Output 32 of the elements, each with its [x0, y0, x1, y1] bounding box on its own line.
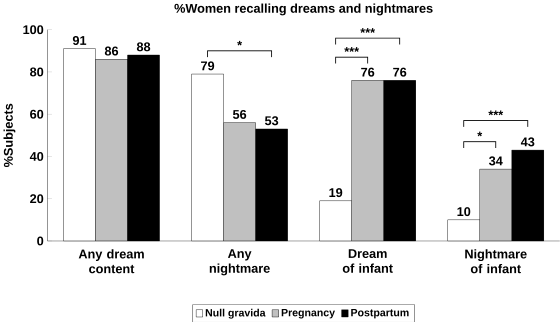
data-label: 79 [201, 61, 214, 70]
chart-title: %Women recalling dreams and nightmares [174, 3, 433, 16]
x-tick-label: Any dream content [78, 248, 144, 274]
y-tick-label: 20 [30, 194, 44, 203]
y-tick-label: 60 [30, 109, 44, 118]
data-label: 10 [457, 206, 470, 216]
data-label: 86 [104, 46, 118, 56]
x-tick-label: Dream of infant [342, 248, 393, 273]
data-label: 88 [136, 42, 150, 52]
x-tick-label: Nightmare of infant [465, 248, 527, 274]
y-axis-title: %Subjects [4, 104, 16, 167]
legend-label: Pregnancy [282, 308, 335, 318]
data-label: 91 [72, 36, 86, 45]
data-label: 53 [264, 116, 278, 126]
data-label: 76 [393, 67, 406, 76]
data-label: 19 [329, 188, 342, 197]
y-tick-label: 40 [30, 152, 44, 161]
legend-label: Postpartum [351, 308, 409, 318]
data-label: 34 [488, 156, 503, 166]
annotation: * [477, 131, 482, 136]
y-tick-label: 0 [37, 236, 44, 246]
x-tick-label: Any nightmare [210, 248, 270, 276]
y-tick-label: 80 [30, 67, 44, 76]
legend-label: Null gravida [206, 308, 266, 318]
data-label: 76 [361, 67, 374, 76]
y-tick-label: 100 [23, 24, 44, 34]
data-label: 56 [232, 110, 246, 119]
data-label: 43 [520, 137, 534, 146]
annotation: *** [360, 28, 376, 33]
annotation: * [237, 40, 242, 46]
annotation: *** [488, 110, 504, 116]
annotation: *** [344, 46, 360, 52]
